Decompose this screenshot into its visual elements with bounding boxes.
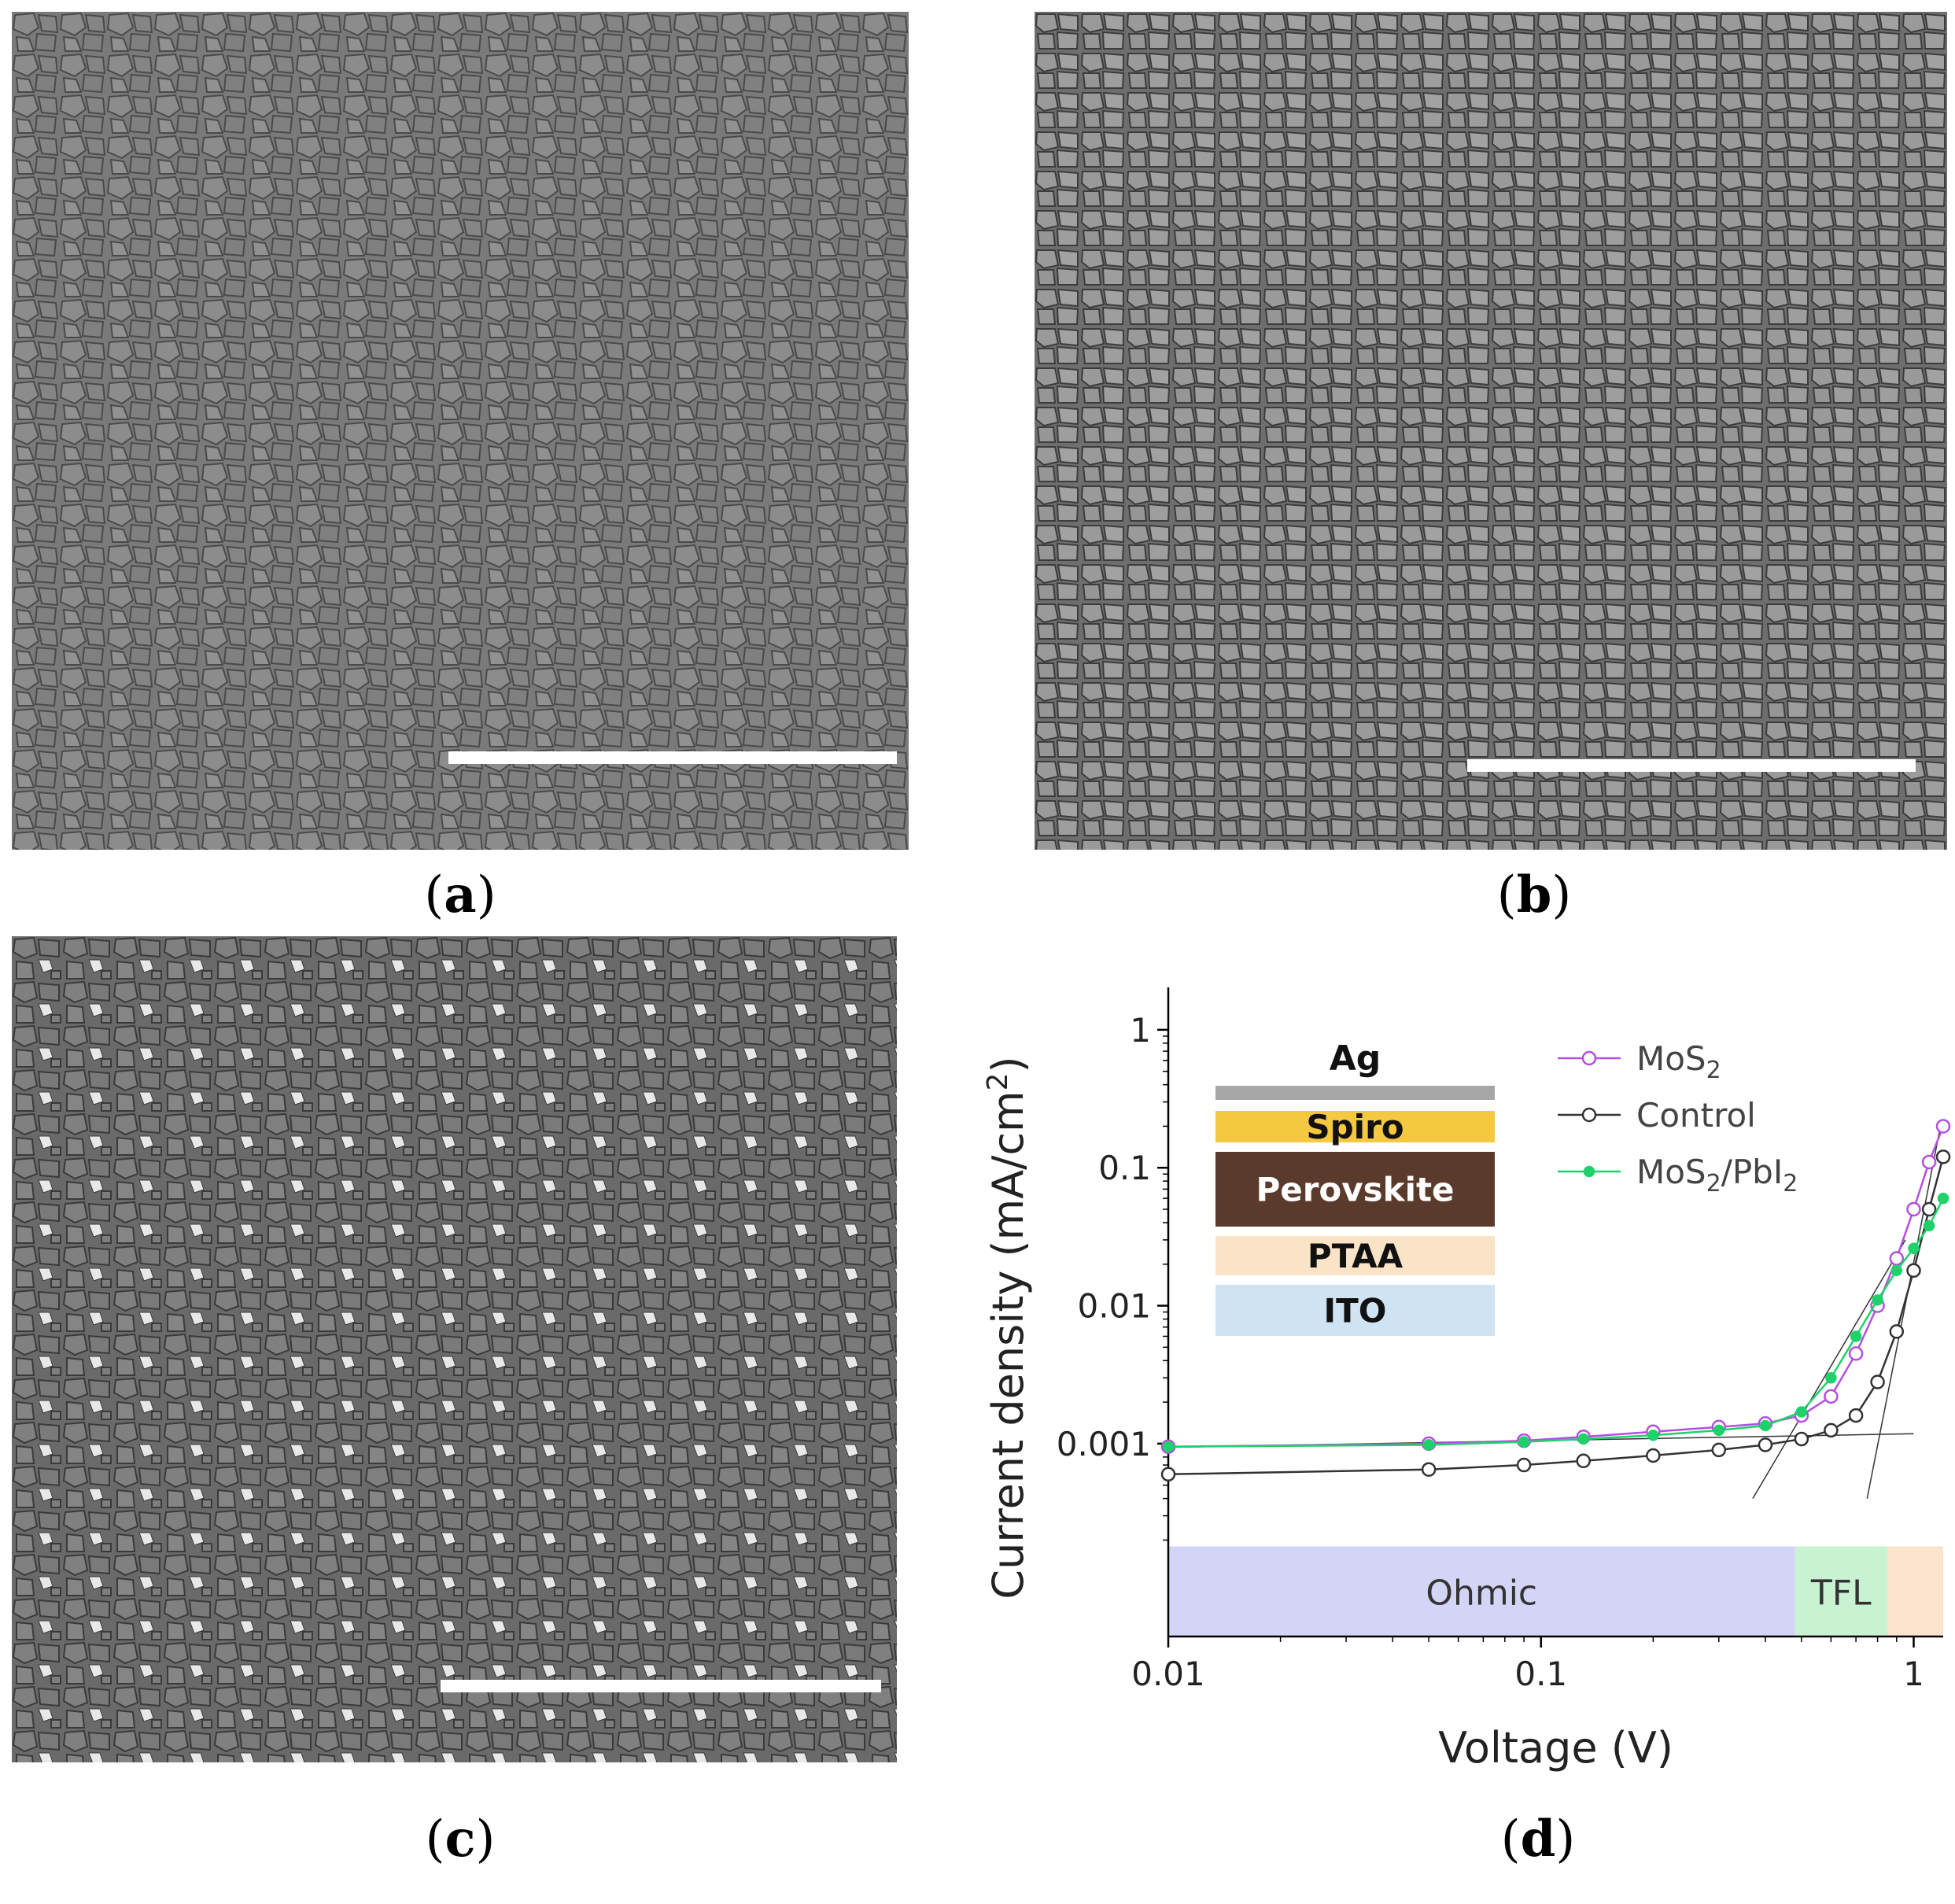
data-point <box>1889 1324 1905 1339</box>
jv-chart: Ohmic TFL 0.001 0.01 0.1 1 0.01 0.1 1 Voltage (V)… <box>982 987 1951 1773</box>
scale-bar <box>448 751 897 764</box>
data-point <box>1935 1149 1951 1164</box>
data-point <box>1848 1346 1864 1361</box>
y-axis-label: Current density (mA/cm2) <box>982 1056 1033 1599</box>
layer-label-spiro: Spiro <box>1306 1108 1404 1146</box>
data-point <box>1647 1429 1659 1441</box>
fit-line <box>1866 1126 1942 1499</box>
data-point <box>1889 1251 1905 1266</box>
layer-label-ptaa: PTAA <box>1308 1237 1404 1275</box>
sem-image-a <box>12 12 909 850</box>
caption-b: (b) <box>1496 865 1572 924</box>
legend-marker <box>1583 1165 1595 1178</box>
data-point <box>1850 1330 1862 1342</box>
sem-image-c <box>12 936 897 1762</box>
region-band-ohmic <box>1168 1546 1795 1636</box>
layer-spiro <box>1215 1111 1495 1142</box>
layer-ptaa <box>1215 1236 1495 1275</box>
y-tick-label: 0.001 <box>1057 1425 1151 1463</box>
layer-label-perovskite: Perovskite <box>1256 1171 1454 1209</box>
data-point <box>1923 1220 1935 1232</box>
caption-c: (c) <box>425 1810 496 1869</box>
data-point <box>1516 1457 1532 1473</box>
layer-perovskite <box>1215 1152 1495 1227</box>
sem-texture-a <box>12 12 909 850</box>
data-point <box>1518 1436 1530 1448</box>
layer-label-ag: Ag <box>1330 1039 1381 1079</box>
data-point <box>1937 1192 1949 1205</box>
data-point <box>1906 1263 1921 1279</box>
legend-marker <box>1581 1107 1597 1123</box>
region-label-tfl: TFL <box>1810 1574 1872 1614</box>
region-band-high-field <box>1887 1546 1943 1636</box>
data-point <box>1935 1119 1951 1134</box>
legend-marker <box>1581 1050 1597 1066</box>
sem-texture-c <box>12 936 897 1762</box>
x-tick-label: 0.1 <box>1514 1655 1567 1693</box>
data-point <box>1162 1441 1175 1453</box>
data-point <box>1758 1437 1773 1452</box>
data-point <box>1908 1242 1920 1255</box>
legend-label-1: Control <box>1636 1096 1756 1135</box>
data-point <box>1421 1462 1437 1477</box>
y-tick-label: 0.1 <box>1098 1149 1151 1187</box>
scale-bar <box>1467 759 1916 772</box>
data-point <box>1646 1448 1661 1463</box>
data-point <box>1759 1419 1772 1432</box>
layer-ito <box>1215 1285 1495 1336</box>
legend-label-0: MoS2 <box>1636 1039 1721 1084</box>
data-point <box>1160 1467 1176 1482</box>
data-point <box>1795 1406 1808 1418</box>
x-tick-label: 0.01 <box>1131 1655 1205 1693</box>
data-point <box>1870 1374 1885 1389</box>
layer-ag <box>1215 1086 1495 1100</box>
data-point <box>1711 1442 1727 1458</box>
data-point <box>1848 1408 1864 1423</box>
fit-line <box>1752 1239 1906 1500</box>
sem-image-b <box>1035 12 1947 850</box>
region-label-ohmic: Ohmic <box>1426 1574 1537 1614</box>
data-point <box>1422 1439 1435 1451</box>
caption-a: (a) <box>424 865 496 924</box>
data-point <box>1872 1294 1883 1306</box>
sem-texture-b <box>1035 12 1947 850</box>
data-point <box>1921 1201 1937 1217</box>
layer-label-ito: ITO <box>1324 1292 1387 1330</box>
data-point <box>1794 1431 1809 1447</box>
scale-bar <box>441 1680 881 1692</box>
data-point <box>1825 1371 1837 1384</box>
data-point <box>1824 1422 1839 1438</box>
region-band-tfl <box>1795 1546 1888 1636</box>
y-tick-label: 0.01 <box>1077 1287 1151 1326</box>
data-point <box>1577 1433 1589 1445</box>
y-tick-label: 1 <box>1130 1011 1151 1050</box>
caption-d: (d) <box>1500 1810 1576 1869</box>
data-point <box>1824 1389 1839 1404</box>
data-point <box>1906 1201 1921 1217</box>
data-point <box>1890 1264 1903 1277</box>
chart-panel-d: Ohmic TFL 0.001 0.01 0.1 1 0.01 0.1 1 Voltage (V)… <box>944 928 1955 1794</box>
data-point <box>1713 1424 1725 1437</box>
legend-label-2: MoS2/PbI2 <box>1636 1153 1798 1197</box>
x-tick-label: 1 <box>1903 1655 1924 1693</box>
x-axis-label: Voltage (V) <box>1438 1723 1673 1773</box>
data-point <box>1921 1154 1937 1170</box>
data-point <box>1576 1453 1591 1469</box>
